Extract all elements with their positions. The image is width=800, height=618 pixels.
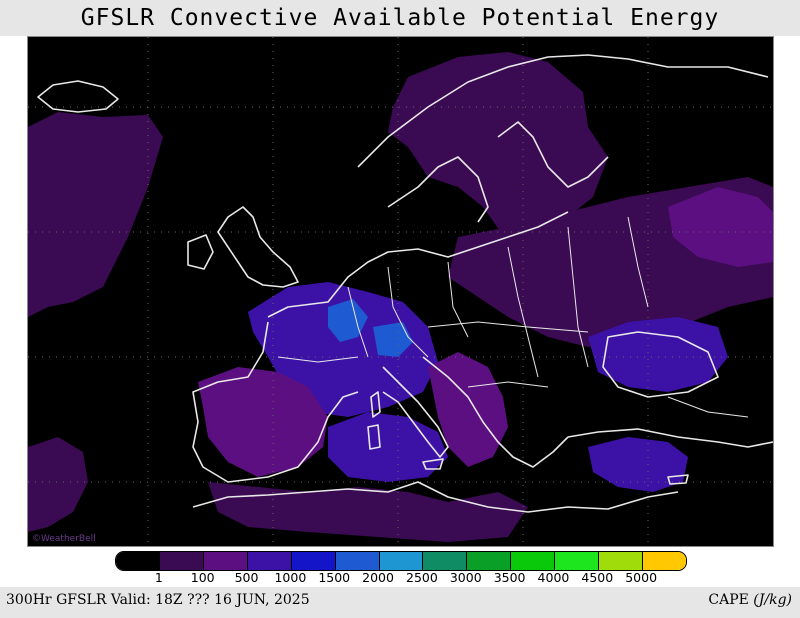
cape-area-atlantic-southwest	[28, 437, 88, 532]
colorbar-label: 2500	[406, 570, 438, 585]
colorbar-segment-9	[511, 552, 556, 570]
cape-area-turkey	[588, 437, 688, 492]
colorbar-segment-2	[203, 552, 248, 570]
colorbar-segment-3	[247, 552, 292, 570]
cape-area-russia-east	[668, 187, 773, 267]
colorbar-segment-12	[643, 552, 686, 570]
colorbar-segment-4	[291, 552, 336, 570]
units-variable: CAPE	[708, 592, 749, 608]
colorbar-label: 4000	[537, 570, 570, 585]
colorbar-label: 3000	[449, 570, 482, 585]
cape-map	[28, 37, 773, 546]
cape-area-iberia	[198, 367, 328, 477]
colorbar-segment-8	[467, 552, 512, 570]
country-borders	[277, 216, 749, 418]
coastlines	[37, 54, 773, 513]
map-panel: ©WeatherBell	[27, 36, 774, 547]
footer-bar: 300Hr GFSLR Valid: 18Z ??? 16 JUN, 2025 …	[0, 587, 800, 618]
graticule	[28, 37, 773, 546]
map-title: GFSLR Convective Available Potential Ene…	[80, 5, 720, 31]
title-bar: GFSLR Convective Available Potential Ene…	[0, 0, 800, 36]
colorbar-segment-11	[599, 552, 644, 570]
colorbar-segment-5	[335, 552, 380, 570]
units-label: CAPE (J/kg)	[708, 592, 792, 608]
colorbar-label: 5000	[625, 570, 658, 585]
units-unit: (J/kg)	[753, 592, 792, 608]
colorbar-segment-10	[555, 552, 600, 570]
valid-time-label: 300Hr GFSLR Valid: 18Z ??? 16 JUN, 2025	[6, 592, 310, 608]
colorbar-label: 4500	[581, 570, 614, 585]
colorbar-label: 100	[190, 570, 215, 585]
colorbar-labels: 1 100 500 1000 1500 2000 2500 3000 3500 4000 4500 5…	[115, 570, 685, 586]
colorbar	[115, 551, 687, 571]
colorbar-label: 1000	[274, 570, 307, 585]
colorbar-label: 1500	[318, 570, 351, 585]
colorbar-label: 2000	[362, 570, 394, 585]
colorbar-label: 3500	[493, 570, 526, 585]
colorbar-segment-0	[116, 552, 160, 570]
colorbar-segment-6	[379, 552, 424, 570]
cape-area-balkans	[428, 352, 508, 467]
watermark: ©WeatherBell	[32, 534, 96, 544]
cape-area-atlantic-west	[28, 112, 163, 317]
cape-area-north-africa	[208, 482, 528, 542]
colorbar-segment-1	[159, 552, 204, 570]
cape-area-black-sea	[588, 317, 728, 392]
colorbar-label: 500	[234, 570, 259, 585]
cape-area-alps	[328, 299, 413, 357]
colorbar-segment-7	[423, 552, 468, 570]
colorbar-label: 1	[154, 570, 163, 585]
cape-area-scandinavia	[388, 52, 608, 247]
